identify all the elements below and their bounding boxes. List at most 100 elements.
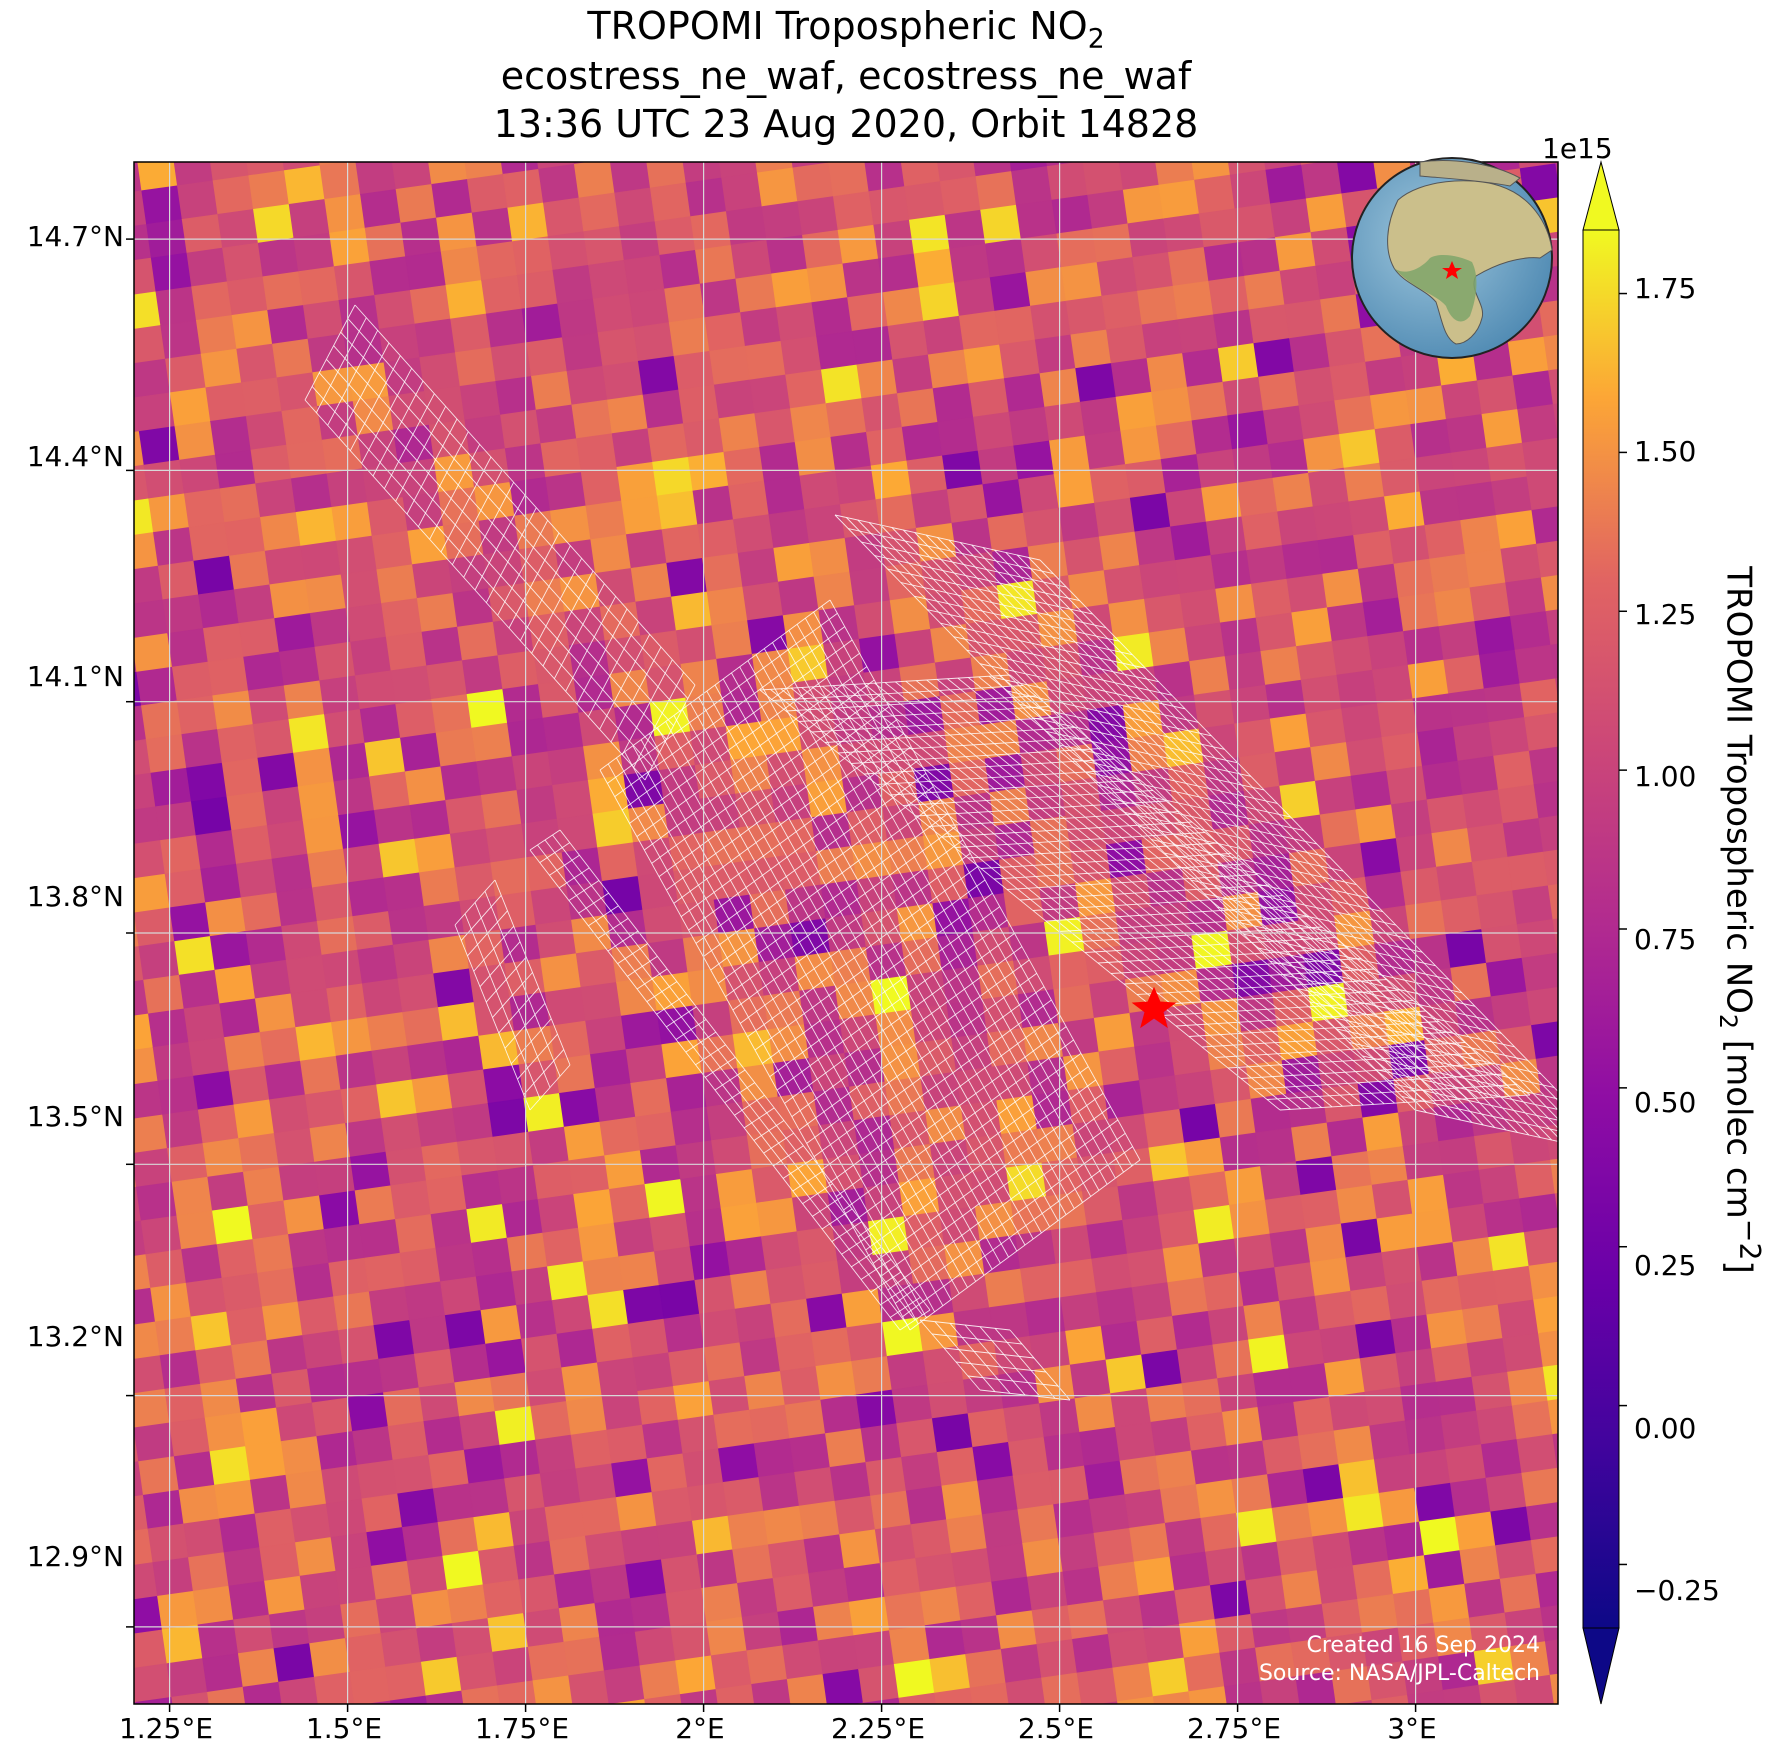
no2-pixel xyxy=(1224,1681,1264,1704)
no2-pixel xyxy=(290,988,332,1028)
no2-pixel xyxy=(328,742,371,783)
no2-pixel xyxy=(1404,111,1444,150)
no2-pixel xyxy=(1112,1147,1155,1188)
no2-pixel xyxy=(956,551,998,592)
no2-pixel xyxy=(761,201,803,241)
no2-pixel xyxy=(280,1436,323,1476)
no2-pixel xyxy=(186,762,228,803)
no2-pixel xyxy=(435,727,478,768)
no2-pixel xyxy=(197,1619,239,1660)
no2-pixel xyxy=(1029,815,1072,856)
no2-pixel xyxy=(1471,856,1514,897)
no2-pixel xyxy=(1098,1561,1140,1602)
no2-pixel xyxy=(1277,506,1319,546)
no2-pixel xyxy=(796,1226,838,1266)
no2-pixel xyxy=(1193,1204,1235,1245)
no2-pixel xyxy=(70,1226,110,1265)
no2-pixel xyxy=(392,939,435,980)
footprint-line xyxy=(811,716,1063,733)
footprint-line xyxy=(919,1319,981,1391)
footprint-line xyxy=(949,1323,1011,1394)
no2-pixel xyxy=(1155,162,1196,186)
no2-pixel xyxy=(1074,1393,1116,1433)
no2-pixel xyxy=(162,1109,204,1149)
no2-pixel xyxy=(1214,1098,1257,1139)
no2-pixel xyxy=(616,976,658,1017)
no2-pixel xyxy=(1138,1075,1181,1115)
no2-pixel xyxy=(886,1350,929,1391)
no2-pixel xyxy=(601,875,644,916)
no2-pixel xyxy=(357,429,399,470)
no2-pixel xyxy=(183,1003,225,1043)
no2-pixel xyxy=(1157,1209,1200,1250)
x-tick-label: 2.5°E xyxy=(1017,1712,1095,1745)
no2-pixel xyxy=(221,1272,263,1313)
no2-pixel xyxy=(1260,646,1302,686)
no2-pixel xyxy=(197,1104,240,1144)
footprint-line xyxy=(979,1326,1041,1397)
no2-pixel xyxy=(456,1651,498,1692)
no2-pixel xyxy=(502,168,544,209)
no2-pixel xyxy=(364,737,406,778)
no2-pixel xyxy=(834,980,877,1021)
no2-pixel xyxy=(1138,1590,1180,1630)
no2-pixel xyxy=(240,892,283,932)
no2-pixel xyxy=(1488,1232,1530,1272)
no2-pixel xyxy=(848,1596,890,1637)
no2-pixel xyxy=(488,582,530,623)
no2-pixel xyxy=(1485,1472,1527,1513)
no2-pixel xyxy=(273,1128,316,1168)
no2-pixel xyxy=(699,278,742,319)
no2-pixel xyxy=(476,756,518,796)
no2-pixel xyxy=(1371,1179,1414,1220)
no2-pixel xyxy=(134,1494,149,1532)
x-tick-label: 3°E xyxy=(1387,1712,1437,1745)
no2-pixel xyxy=(283,165,326,205)
no2-pixel xyxy=(712,106,752,145)
no2-pixel xyxy=(1478,1164,1521,1205)
no2-pixel xyxy=(1179,588,1221,629)
no2-pixel xyxy=(1115,391,1157,432)
no2-pixel xyxy=(566,880,608,921)
no2-pixel xyxy=(1170,521,1212,561)
no2-pixel xyxy=(1398,592,1440,632)
footprint-line xyxy=(1243,933,1449,980)
no2-pixel xyxy=(1526,472,1558,511)
no2-pixel xyxy=(1331,1151,1373,1191)
no2-pixel xyxy=(1122,184,1165,225)
footprint-line xyxy=(943,1347,1035,1359)
footprint-line xyxy=(1269,960,1476,1007)
no2-pixel xyxy=(690,211,732,251)
no2-pixel xyxy=(896,1418,938,1458)
no2-pixel xyxy=(687,966,729,1007)
no2-pixel xyxy=(1502,1333,1544,1373)
no2-pixel xyxy=(1150,113,1190,152)
no2-pixel xyxy=(1002,99,1042,138)
no2-pixel xyxy=(473,1512,515,1552)
no2-pixel xyxy=(290,473,333,513)
no2-pixel xyxy=(1471,1371,1513,1412)
footprint-line xyxy=(865,1079,1096,1251)
no2-pixel xyxy=(494,102,534,141)
no2-pixel xyxy=(1350,770,1392,811)
no2-pixel xyxy=(1507,1366,1549,1407)
no2-pixel xyxy=(1284,299,1326,339)
no2-pixel xyxy=(1222,376,1264,417)
y-tick-label: 13.2°N xyxy=(26,1320,124,1353)
no2-pixel xyxy=(1548,368,1558,405)
no2-pixel xyxy=(1452,1237,1494,1277)
no2-pixel xyxy=(666,1072,708,1113)
no2-pixel xyxy=(1322,568,1364,609)
no2-pixel xyxy=(1146,353,1188,393)
colorbar-tick-label: 0.50 xyxy=(1634,1086,1697,1119)
no2-pixel xyxy=(214,964,256,1005)
no2-pixel xyxy=(134,392,176,432)
no2-pixel xyxy=(1538,815,1558,853)
no2-pixel xyxy=(422,112,462,151)
no2-pixel xyxy=(1452,722,1495,762)
no2-pixel xyxy=(442,1550,484,1591)
no2-pixel xyxy=(540,953,582,993)
no2-pixel xyxy=(1093,1527,1135,1568)
no2-pixel xyxy=(411,1074,454,1114)
no2-pixel xyxy=(1067,1600,1109,1640)
